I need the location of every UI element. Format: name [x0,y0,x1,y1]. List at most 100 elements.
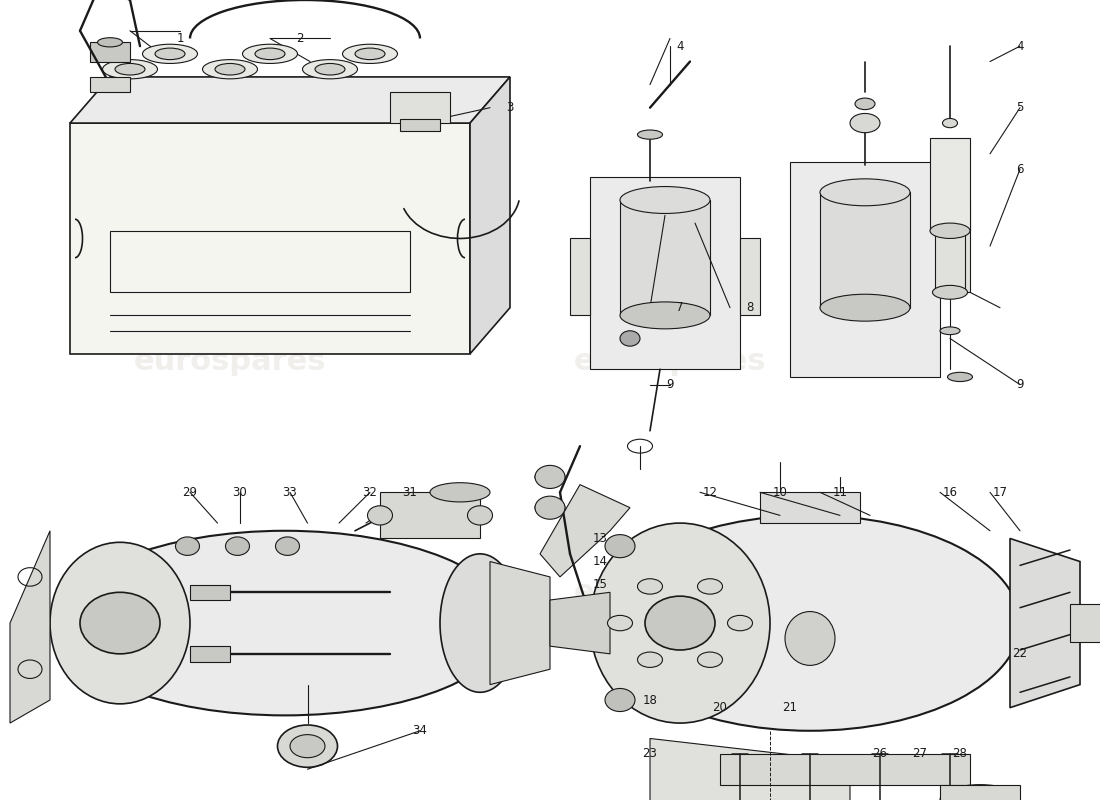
Polygon shape [490,562,550,685]
Bar [940,785,1020,800]
Text: 33: 33 [283,486,297,499]
Bar [70,123,470,354]
Text: 2: 2 [296,32,304,45]
Text: 12: 12 [703,486,717,499]
Polygon shape [10,530,49,723]
Ellipse shape [116,63,145,75]
Ellipse shape [638,578,662,594]
Circle shape [605,534,635,558]
Bar [400,119,440,130]
Circle shape [645,596,715,650]
Ellipse shape [277,725,338,767]
Text: 1: 1 [176,32,184,45]
Ellipse shape [430,482,490,502]
Bar [935,230,965,292]
Ellipse shape [214,63,245,75]
Bar [570,238,590,315]
Ellipse shape [943,118,957,128]
Text: 18: 18 [642,694,658,706]
Ellipse shape [697,652,723,667]
Ellipse shape [255,48,285,60]
Text: 22: 22 [1012,647,1027,660]
Ellipse shape [697,578,723,594]
Text: 16: 16 [943,486,957,499]
Bar [1070,604,1100,642]
Bar [620,200,710,315]
Text: 7: 7 [676,301,684,314]
Text: 30: 30 [232,486,248,499]
Text: 9: 9 [667,378,673,391]
Ellipse shape [727,615,752,630]
Ellipse shape [468,506,493,525]
Ellipse shape [947,372,972,382]
Ellipse shape [820,179,910,206]
Bar [390,92,450,123]
Circle shape [80,592,160,654]
Ellipse shape [850,114,880,133]
Ellipse shape [60,530,510,715]
Polygon shape [470,77,510,354]
Ellipse shape [143,44,198,63]
Ellipse shape [620,302,710,329]
Text: 10: 10 [772,486,788,499]
Circle shape [535,466,565,489]
Text: 26: 26 [872,747,888,760]
Ellipse shape [355,48,385,60]
Ellipse shape [302,60,358,79]
Ellipse shape [607,615,632,630]
Ellipse shape [98,38,122,47]
Bar [379,492,480,538]
Bar [110,230,410,292]
Ellipse shape [50,542,190,704]
Ellipse shape [855,98,875,110]
Ellipse shape [102,60,157,79]
Polygon shape [1010,538,1080,708]
Ellipse shape [638,652,662,667]
Text: 23: 23 [642,747,658,760]
Text: 4: 4 [676,40,684,53]
Circle shape [620,330,640,346]
Polygon shape [650,738,850,800]
Text: 21: 21 [782,701,797,714]
Ellipse shape [342,44,397,63]
Bar [90,42,130,62]
Text: 6: 6 [1016,162,1024,176]
Bar [930,138,970,230]
Text: 15: 15 [593,578,607,591]
Ellipse shape [440,554,520,692]
Ellipse shape [940,327,960,334]
Text: 32: 32 [363,486,377,499]
Text: 13: 13 [593,532,607,545]
Ellipse shape [367,506,393,525]
Text: 5: 5 [1016,101,1024,114]
Bar [760,492,860,523]
Polygon shape [540,485,630,577]
Text: 27: 27 [913,747,927,760]
Circle shape [535,496,565,519]
Bar [590,177,740,370]
Bar [790,162,940,377]
Ellipse shape [290,734,324,758]
Ellipse shape [785,611,835,666]
Ellipse shape [315,63,345,75]
Text: eurospares: eurospares [134,347,327,376]
Ellipse shape [600,515,1020,730]
Bar [190,585,230,600]
Text: 9: 9 [1016,378,1024,391]
Bar [720,754,970,785]
Bar [90,77,130,92]
Circle shape [605,689,635,711]
Text: 20: 20 [713,701,727,714]
Bar [820,192,910,308]
Bar [740,238,760,315]
Ellipse shape [638,130,662,139]
Ellipse shape [202,60,257,79]
Bar [190,646,230,662]
Text: 11: 11 [833,486,847,499]
Circle shape [275,537,299,555]
Ellipse shape [620,186,710,214]
Ellipse shape [155,48,185,60]
Ellipse shape [590,523,770,723]
Circle shape [176,537,199,555]
Text: 31: 31 [403,486,417,499]
